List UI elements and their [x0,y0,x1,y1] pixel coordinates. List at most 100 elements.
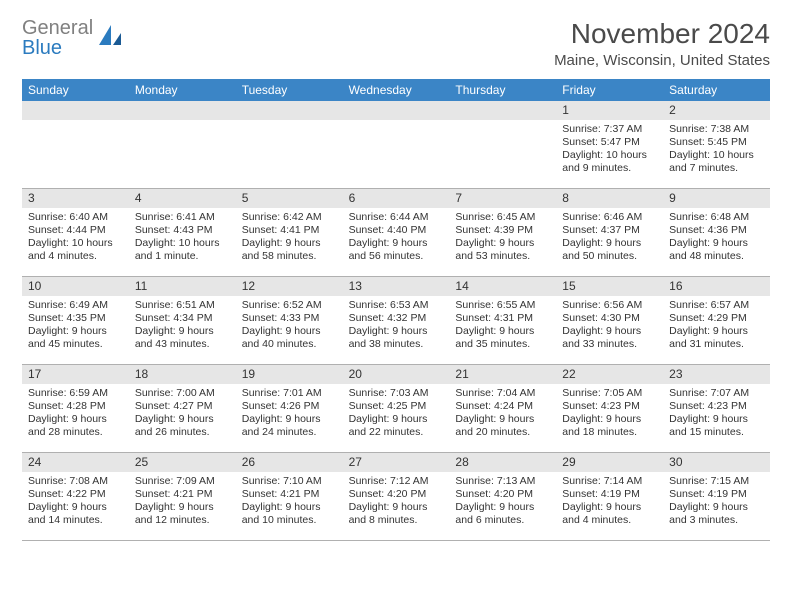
day-number: 3 [22,189,129,208]
sunset-text: Sunset: 4:29 PM [669,312,764,325]
calendar: SundayMondayTuesdayWednesdayThursdayFrid… [22,79,770,541]
daylight-text: Daylight: 9 hours and 24 minutes. [242,413,337,439]
day-details [22,120,129,129]
daylight-text: Daylight: 9 hours and 40 minutes. [242,325,337,351]
sunset-text: Sunset: 4:36 PM [669,224,764,237]
calendar-cell [236,101,343,189]
calendar-cell [343,101,450,189]
sunset-text: Sunset: 4:21 PM [242,488,337,501]
calendar-cell: 13Sunrise: 6:53 AMSunset: 4:32 PMDayligh… [343,277,450,365]
day-number: 11 [129,277,236,296]
sunset-text: Sunset: 4:21 PM [135,488,230,501]
sunset-text: Sunset: 4:34 PM [135,312,230,325]
sunset-text: Sunset: 4:19 PM [669,488,764,501]
calendar-cell: 27Sunrise: 7:12 AMSunset: 4:20 PMDayligh… [343,453,450,541]
day-details: Sunrise: 6:55 AMSunset: 4:31 PMDaylight:… [449,296,556,358]
day-number: 15 [556,277,663,296]
day-header: Monday [129,79,236,101]
logo-text: General Blue [22,18,93,58]
day-details: Sunrise: 6:41 AMSunset: 4:43 PMDaylight:… [129,208,236,270]
day-header: Tuesday [236,79,343,101]
daylight-text: Daylight: 9 hours and 53 minutes. [455,237,550,263]
sunset-text: Sunset: 4:32 PM [349,312,444,325]
sunrise-text: Sunrise: 7:14 AM [562,475,657,488]
daylight-text: Daylight: 9 hours and 33 minutes. [562,325,657,351]
calendar-cell: 28Sunrise: 7:13 AMSunset: 4:20 PMDayligh… [449,453,556,541]
calendar-cell [449,101,556,189]
sunrise-text: Sunrise: 7:13 AM [455,475,550,488]
sunrise-text: Sunrise: 6:53 AM [349,299,444,312]
sunrise-text: Sunrise: 7:12 AM [349,475,444,488]
calendar-cell: 8Sunrise: 6:46 AMSunset: 4:37 PMDaylight… [556,189,663,277]
day-details [343,120,450,129]
day-details: Sunrise: 6:42 AMSunset: 4:41 PMDaylight:… [236,208,343,270]
sunset-text: Sunset: 4:44 PM [28,224,123,237]
calendar-cell: 24Sunrise: 7:08 AMSunset: 4:22 PMDayligh… [22,453,129,541]
calendar-cell: 19Sunrise: 7:01 AMSunset: 4:26 PMDayligh… [236,365,343,453]
daylight-text: Daylight: 9 hours and 12 minutes. [135,501,230,527]
day-details: Sunrise: 7:05 AMSunset: 4:23 PMDaylight:… [556,384,663,446]
day-number [236,101,343,120]
day-details [129,120,236,129]
daylight-text: Daylight: 9 hours and 15 minutes. [669,413,764,439]
calendar-cell [22,101,129,189]
sunrise-text: Sunrise: 6:55 AM [455,299,550,312]
calendar-cell: 10Sunrise: 6:49 AMSunset: 4:35 PMDayligh… [22,277,129,365]
daylight-text: Daylight: 9 hours and 8 minutes. [349,501,444,527]
sunrise-text: Sunrise: 6:44 AM [349,211,444,224]
sunset-text: Sunset: 4:26 PM [242,400,337,413]
logo-sail-icon [97,23,123,54]
day-details: Sunrise: 7:00 AMSunset: 4:27 PMDaylight:… [129,384,236,446]
calendar-cell: 6Sunrise: 6:44 AMSunset: 4:40 PMDaylight… [343,189,450,277]
daylight-text: Daylight: 9 hours and 3 minutes. [669,501,764,527]
day-details: Sunrise: 6:52 AMSunset: 4:33 PMDaylight:… [236,296,343,358]
daylight-text: Daylight: 9 hours and 22 minutes. [349,413,444,439]
calendar-cell: 23Sunrise: 7:07 AMSunset: 4:23 PMDayligh… [663,365,770,453]
daylight-text: Daylight: 9 hours and 31 minutes. [669,325,764,351]
daylight-text: Daylight: 10 hours and 9 minutes. [562,149,657,175]
sunrise-text: Sunrise: 6:52 AM [242,299,337,312]
daylight-text: Daylight: 9 hours and 4 minutes. [562,501,657,527]
sunrise-text: Sunrise: 6:48 AM [669,211,764,224]
day-number: 1 [556,101,663,120]
sunset-text: Sunset: 4:22 PM [28,488,123,501]
day-details: Sunrise: 6:40 AMSunset: 4:44 PMDaylight:… [22,208,129,270]
day-number [22,101,129,120]
day-details: Sunrise: 7:03 AMSunset: 4:25 PMDaylight:… [343,384,450,446]
sunrise-text: Sunrise: 6:57 AM [669,299,764,312]
day-number: 19 [236,365,343,384]
day-number: 4 [129,189,236,208]
day-details: Sunrise: 6:57 AMSunset: 4:29 PMDaylight:… [663,296,770,358]
calendar-header-row: SundayMondayTuesdayWednesdayThursdayFrid… [22,79,770,101]
sunrise-text: Sunrise: 7:04 AM [455,387,550,400]
day-details: Sunrise: 6:53 AMSunset: 4:32 PMDaylight:… [343,296,450,358]
day-details: Sunrise: 7:04 AMSunset: 4:24 PMDaylight:… [449,384,556,446]
day-number: 17 [22,365,129,384]
sunrise-text: Sunrise: 7:09 AM [135,475,230,488]
sunset-text: Sunset: 4:30 PM [562,312,657,325]
calendar-cell: 12Sunrise: 6:52 AMSunset: 4:33 PMDayligh… [236,277,343,365]
sunset-text: Sunset: 4:37 PM [562,224,657,237]
daylight-text: Daylight: 9 hours and 28 minutes. [28,413,123,439]
day-header: Wednesday [343,79,450,101]
day-details: Sunrise: 7:37 AMSunset: 5:47 PMDaylight:… [556,120,663,182]
day-details: Sunrise: 7:08 AMSunset: 4:22 PMDaylight:… [22,472,129,534]
header: General Blue November 2024 Maine, Wiscon… [22,18,770,69]
day-header: Sunday [22,79,129,101]
sunrise-text: Sunrise: 7:00 AM [135,387,230,400]
sunset-text: Sunset: 4:43 PM [135,224,230,237]
day-number: 22 [556,365,663,384]
day-details [449,120,556,129]
sunrise-text: Sunrise: 6:41 AM [135,211,230,224]
sunset-text: Sunset: 4:20 PM [349,488,444,501]
calendar-cell: 15Sunrise: 6:56 AMSunset: 4:30 PMDayligh… [556,277,663,365]
sunset-text: Sunset: 4:20 PM [455,488,550,501]
calendar-cell: 4Sunrise: 6:41 AMSunset: 4:43 PMDaylight… [129,189,236,277]
day-number: 18 [129,365,236,384]
calendar-cell: 17Sunrise: 6:59 AMSunset: 4:28 PMDayligh… [22,365,129,453]
calendar-cell: 11Sunrise: 6:51 AMSunset: 4:34 PMDayligh… [129,277,236,365]
sunset-text: Sunset: 4:25 PM [349,400,444,413]
day-details: Sunrise: 6:46 AMSunset: 4:37 PMDaylight:… [556,208,663,270]
calendar-cell: 25Sunrise: 7:09 AMSunset: 4:21 PMDayligh… [129,453,236,541]
daylight-text: Daylight: 9 hours and 20 minutes. [455,413,550,439]
